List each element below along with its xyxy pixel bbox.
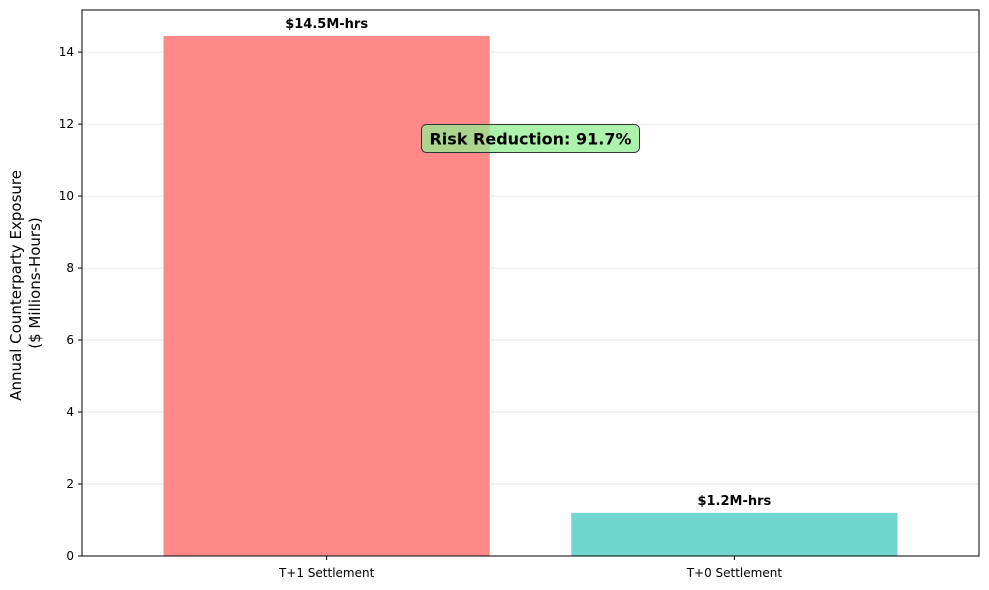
bar-0 bbox=[163, 35, 490, 556]
y-tick-label-4: 8 bbox=[66, 261, 74, 275]
axes: 0 2 4 6 8 10 12 14 T+1 Settlement T+0 Settlement bbox=[59, 45, 783, 580]
bar-value-label-0: $14.5M-hrs bbox=[285, 17, 368, 32]
y-tick-label-3: 6 bbox=[66, 333, 74, 347]
y-axis-label: Annual Counterparty Exposure ($ Millions… bbox=[7, 165, 44, 400]
annotation-text: Risk Reduction: 91.7% bbox=[429, 129, 631, 148]
y-tick-label-6: 12 bbox=[59, 117, 74, 131]
y-tick-label-5: 10 bbox=[59, 189, 74, 203]
x-tick-label-0: T+1 Settlement bbox=[278, 566, 375, 580]
y-axis-label-line-2: ($ Millions-Hours) bbox=[26, 217, 44, 348]
y-tick-label-7: 14 bbox=[59, 45, 74, 59]
data-labels: $14.5M-hrs $1.2M-hrs bbox=[285, 17, 771, 509]
bars bbox=[163, 35, 898, 556]
y-tick-label-2: 4 bbox=[66, 405, 74, 419]
annotation-box bbox=[421, 123, 640, 153]
y-tick-label-1: 2 bbox=[66, 477, 74, 491]
plot-frame bbox=[81, 9, 980, 557]
bar-value-label-1: $1.2M-hrs bbox=[697, 494, 771, 509]
bar-1 bbox=[571, 512, 898, 556]
x-tick-label-1: T+0 Settlement bbox=[686, 566, 783, 580]
y-axis-label-line-1: Annual Counterparty Exposure bbox=[7, 170, 25, 401]
y-tick-label-0: 0 bbox=[66, 549, 74, 563]
annotation: Risk Reduction: 91.7% bbox=[421, 123, 640, 153]
